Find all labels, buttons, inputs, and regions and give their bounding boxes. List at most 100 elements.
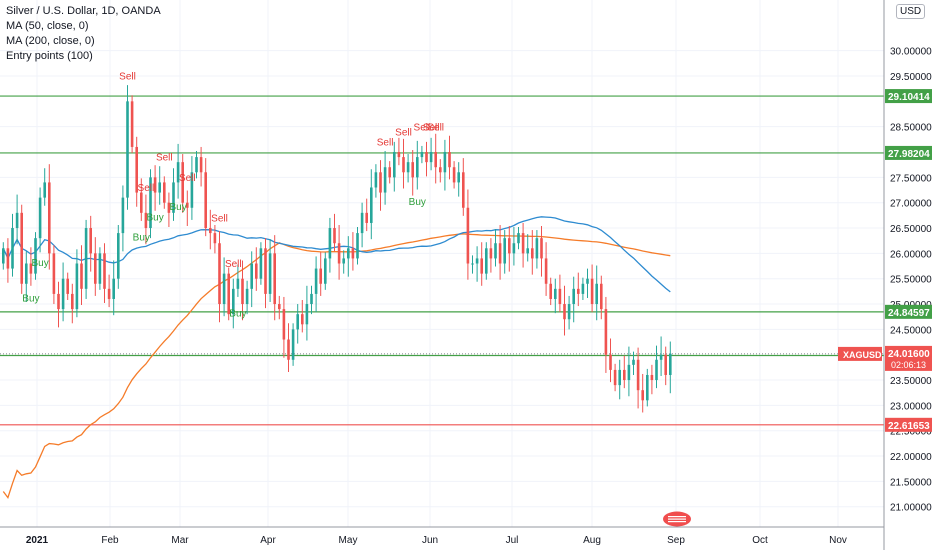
candle-body (554, 288, 557, 299)
candle-body (89, 228, 92, 254)
candle-body (383, 167, 387, 193)
level-tag-bg (885, 304, 932, 319)
candle-body (324, 258, 327, 284)
candle-body (466, 207, 470, 264)
candle-body (186, 202, 189, 208)
candle-body (365, 212, 368, 223)
candle-body (379, 172, 382, 193)
candle-body (540, 238, 543, 259)
x-tick-label: Jul (506, 535, 519, 546)
candle-body (163, 182, 166, 203)
candle-body (646, 374, 649, 401)
candle-body (480, 258, 483, 274)
legend-ma200[interactable]: MA (200, close, 0) (6, 35, 95, 47)
ma50-line (2, 216, 671, 293)
candle-body (213, 233, 217, 244)
candle-body (296, 314, 299, 330)
candles (2, 85, 672, 413)
sell-signal-label: Sell (423, 122, 440, 133)
candle-body (370, 187, 373, 223)
legend-ma50[interactable]: MA (50, close, 0) (6, 20, 89, 32)
candle-body (374, 172, 378, 188)
candle-body (388, 167, 391, 178)
candle-body (563, 304, 566, 320)
candle-body (195, 157, 198, 173)
candle-body (531, 248, 534, 259)
candle-body (61, 278, 65, 310)
candle-body (517, 233, 520, 244)
y-tick-label: 27.50000 (890, 173, 932, 184)
candle-body (475, 258, 479, 264)
candle-body (130, 101, 134, 147)
candle-body (590, 278, 594, 305)
candle-body (609, 354, 612, 370)
candle-body (659, 354, 663, 360)
candle-body (544, 258, 548, 284)
candle-body (664, 354, 667, 375)
candle-body (416, 157, 419, 178)
sell-signal-label: Sell (156, 153, 173, 164)
price-tags: 29.1041427.9820424.8459723.9845922.61653… (838, 89, 932, 432)
candle-body (471, 263, 474, 265)
y-tick-label: 24.50000 (890, 325, 932, 336)
candle-body (508, 238, 511, 254)
candle-body (627, 364, 631, 381)
candle-body (420, 152, 424, 158)
candle-body (57, 293, 60, 310)
candle-body (84, 228, 88, 289)
candle-body (613, 369, 617, 386)
candle-body (434, 152, 437, 168)
ma200-line (2, 233, 671, 499)
y-tick-label: 29.50000 (890, 72, 932, 83)
sell-signal-label: Sell (414, 122, 431, 133)
candle-body (6, 248, 10, 269)
sell-signal-label: Sell (119, 72, 136, 83)
candle-body (586, 278, 589, 284)
candle-body (623, 369, 626, 381)
candle-body (204, 172, 207, 229)
candle-body (245, 288, 249, 305)
candle-body (250, 263, 253, 289)
candle-body (149, 177, 152, 229)
candle-body (641, 390, 644, 401)
candle-body (273, 253, 276, 305)
sell-signal-label: Sell (377, 137, 394, 148)
last-price-tag-bg (885, 345, 932, 371)
candle-body (153, 177, 157, 193)
buy-signal-label: Buy (146, 212, 163, 223)
sell-signal-label: Sell (179, 173, 196, 184)
x-tick-label: Mar (171, 535, 189, 546)
x-tick-label: Apr (260, 535, 276, 546)
candle-body (498, 243, 502, 264)
candle-body (48, 182, 51, 254)
candle-body (167, 202, 171, 213)
candle-body (572, 288, 575, 305)
candle-body (439, 167, 442, 173)
buy-signal-label: Buy (31, 258, 48, 269)
candle-body (71, 293, 74, 310)
buy-signal-label: Buy (22, 293, 39, 304)
candle-body (38, 197, 42, 239)
candle-body (301, 314, 304, 325)
level-tag-bg (885, 417, 932, 432)
legend-entry-points[interactable]: Entry points (100) (6, 50, 93, 62)
candle-body (232, 288, 235, 315)
buy-signal-label: Buy (229, 309, 246, 320)
candle-body (503, 238, 506, 264)
y-tick-label: 28.50000 (890, 123, 932, 134)
candle-body (264, 248, 267, 294)
candle-body (356, 233, 359, 259)
currency-button[interactable]: USD (896, 4, 926, 19)
candle-body (347, 248, 350, 259)
candle-body (181, 162, 184, 203)
candle-body (135, 146, 138, 193)
candle-body (402, 157, 405, 173)
candle-body (669, 353, 672, 375)
candle-body (457, 172, 460, 183)
candle-body (558, 288, 562, 305)
level-tag-label: 29.10414 (888, 92, 930, 103)
tradingview-logo-icon[interactable] (662, 511, 692, 527)
x-tick-label: Jun (422, 535, 438, 546)
candle-body (305, 304, 309, 325)
